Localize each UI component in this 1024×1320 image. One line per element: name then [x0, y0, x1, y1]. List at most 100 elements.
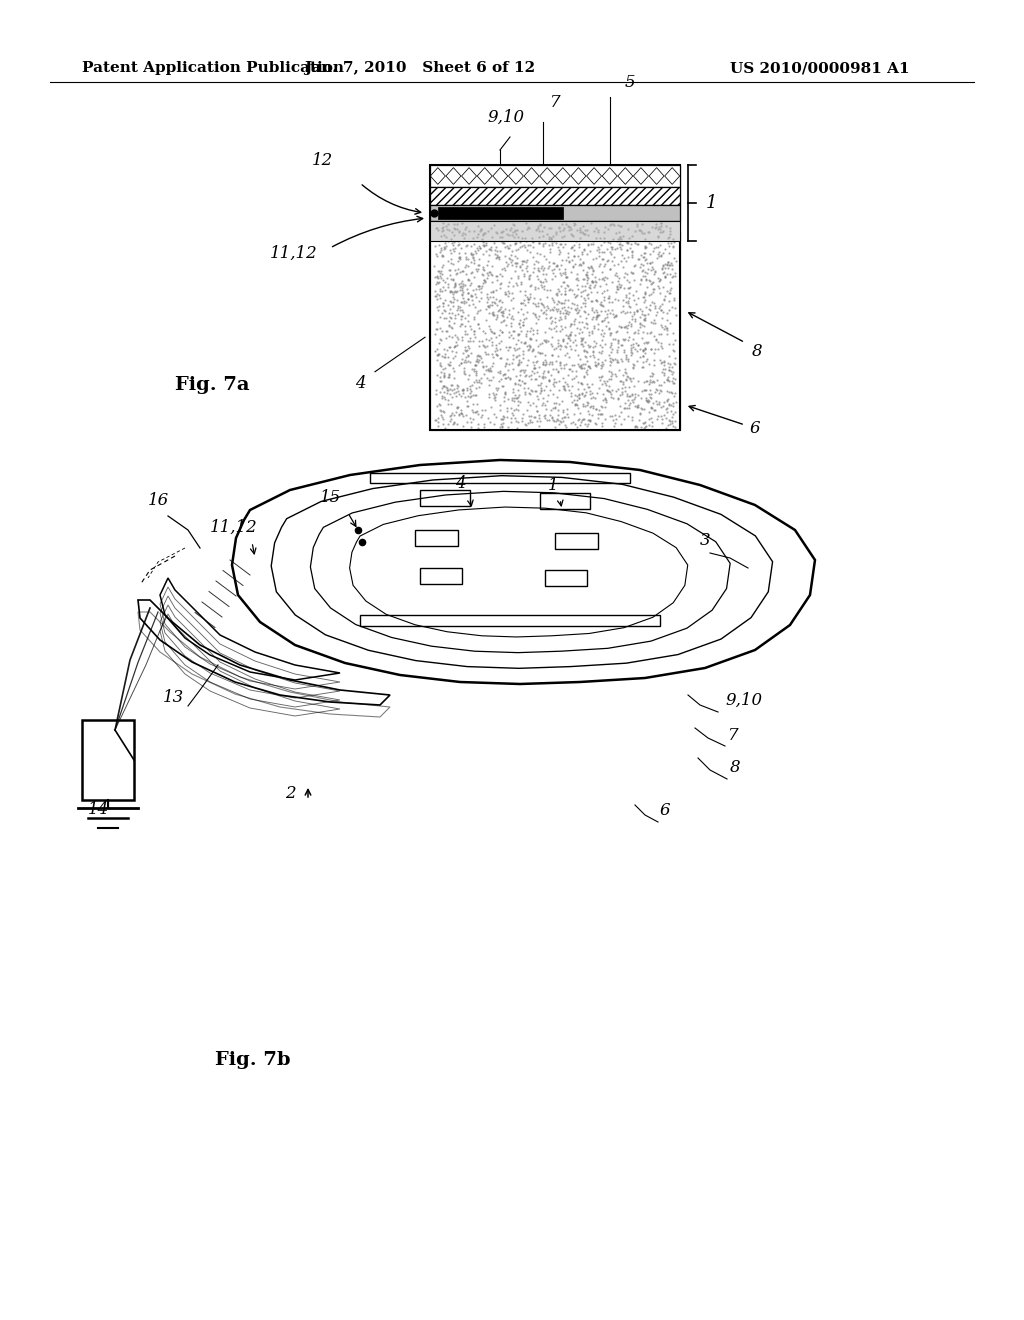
- Point: [509, 345, 525, 366]
- Point: [537, 366, 553, 387]
- Point: [575, 409, 592, 430]
- Point: [596, 322, 612, 343]
- Point: [536, 388, 552, 409]
- Point: [454, 385, 470, 407]
- Point: [571, 219, 588, 240]
- Point: [622, 393, 638, 414]
- Point: [504, 249, 520, 271]
- Point: [662, 413, 678, 434]
- Point: [637, 249, 653, 271]
- Point: [455, 301, 471, 322]
- Point: [512, 256, 528, 277]
- Point: [656, 257, 673, 279]
- Point: [527, 380, 544, 401]
- Point: [629, 234, 645, 255]
- Point: [430, 412, 446, 433]
- Point: [540, 223, 556, 244]
- Point: [606, 416, 623, 437]
- Point: [620, 348, 636, 370]
- Point: [573, 222, 590, 243]
- Point: [599, 306, 615, 327]
- Point: [473, 372, 489, 393]
- Point: [659, 251, 676, 272]
- Point: [663, 272, 679, 293]
- Point: [508, 346, 524, 367]
- Point: [614, 374, 631, 395]
- Point: [457, 315, 473, 337]
- Point: [589, 306, 605, 327]
- Point: [628, 333, 644, 354]
- Point: [545, 358, 561, 379]
- Point: [594, 319, 610, 341]
- Point: [570, 301, 587, 322]
- Point: [506, 321, 522, 342]
- Point: [567, 230, 584, 251]
- Point: [604, 238, 621, 259]
- Point: [569, 279, 586, 300]
- Point: [563, 412, 580, 433]
- Point: [488, 326, 505, 347]
- Point: [466, 249, 482, 271]
- Point: [609, 342, 626, 363]
- Point: [579, 313, 595, 334]
- Point: [633, 314, 649, 335]
- Point: [450, 219, 466, 240]
- Point: [500, 285, 516, 306]
- Point: [457, 243, 473, 264]
- Point: [543, 227, 559, 248]
- Point: [478, 263, 495, 284]
- Point: [459, 389, 475, 411]
- Point: [538, 375, 554, 396]
- Point: [572, 358, 589, 379]
- Point: [624, 247, 640, 268]
- Point: [439, 379, 456, 400]
- Point: [597, 375, 613, 396]
- Point: [632, 313, 648, 334]
- Point: [485, 403, 502, 424]
- Point: [567, 329, 584, 350]
- Point: [560, 280, 577, 301]
- Point: [456, 360, 472, 381]
- Point: [538, 330, 554, 351]
- Point: [470, 215, 486, 236]
- Point: [431, 235, 447, 256]
- Point: [654, 362, 671, 383]
- Point: [463, 243, 479, 264]
- Point: [434, 220, 451, 242]
- Point: [509, 339, 525, 360]
- Point: [555, 355, 571, 376]
- Point: [428, 409, 444, 430]
- Point: [577, 396, 593, 417]
- Point: [591, 238, 607, 259]
- Point: [593, 342, 609, 363]
- Point: [600, 218, 616, 239]
- Point: [594, 351, 610, 372]
- Point: [535, 234, 551, 255]
- Point: [592, 253, 608, 275]
- Point: [604, 272, 621, 293]
- Point: [578, 381, 594, 403]
- Point: [588, 413, 604, 434]
- Point: [567, 413, 584, 434]
- Point: [503, 244, 519, 265]
- Point: [565, 234, 582, 255]
- Point: [493, 240, 509, 261]
- Point: [608, 276, 625, 297]
- Point: [618, 292, 635, 313]
- Point: [641, 414, 657, 436]
- Point: [471, 255, 487, 276]
- Point: [455, 260, 471, 281]
- Point: [452, 297, 468, 318]
- Point: [460, 269, 476, 290]
- Point: [578, 346, 594, 367]
- Point: [449, 413, 465, 434]
- Point: [548, 255, 564, 276]
- Point: [454, 213, 470, 234]
- Point: [538, 345, 554, 366]
- Point: [642, 271, 658, 292]
- Point: [528, 352, 545, 374]
- Point: [453, 292, 469, 313]
- Point: [579, 308, 595, 329]
- Point: [575, 239, 592, 260]
- Point: [482, 226, 499, 247]
